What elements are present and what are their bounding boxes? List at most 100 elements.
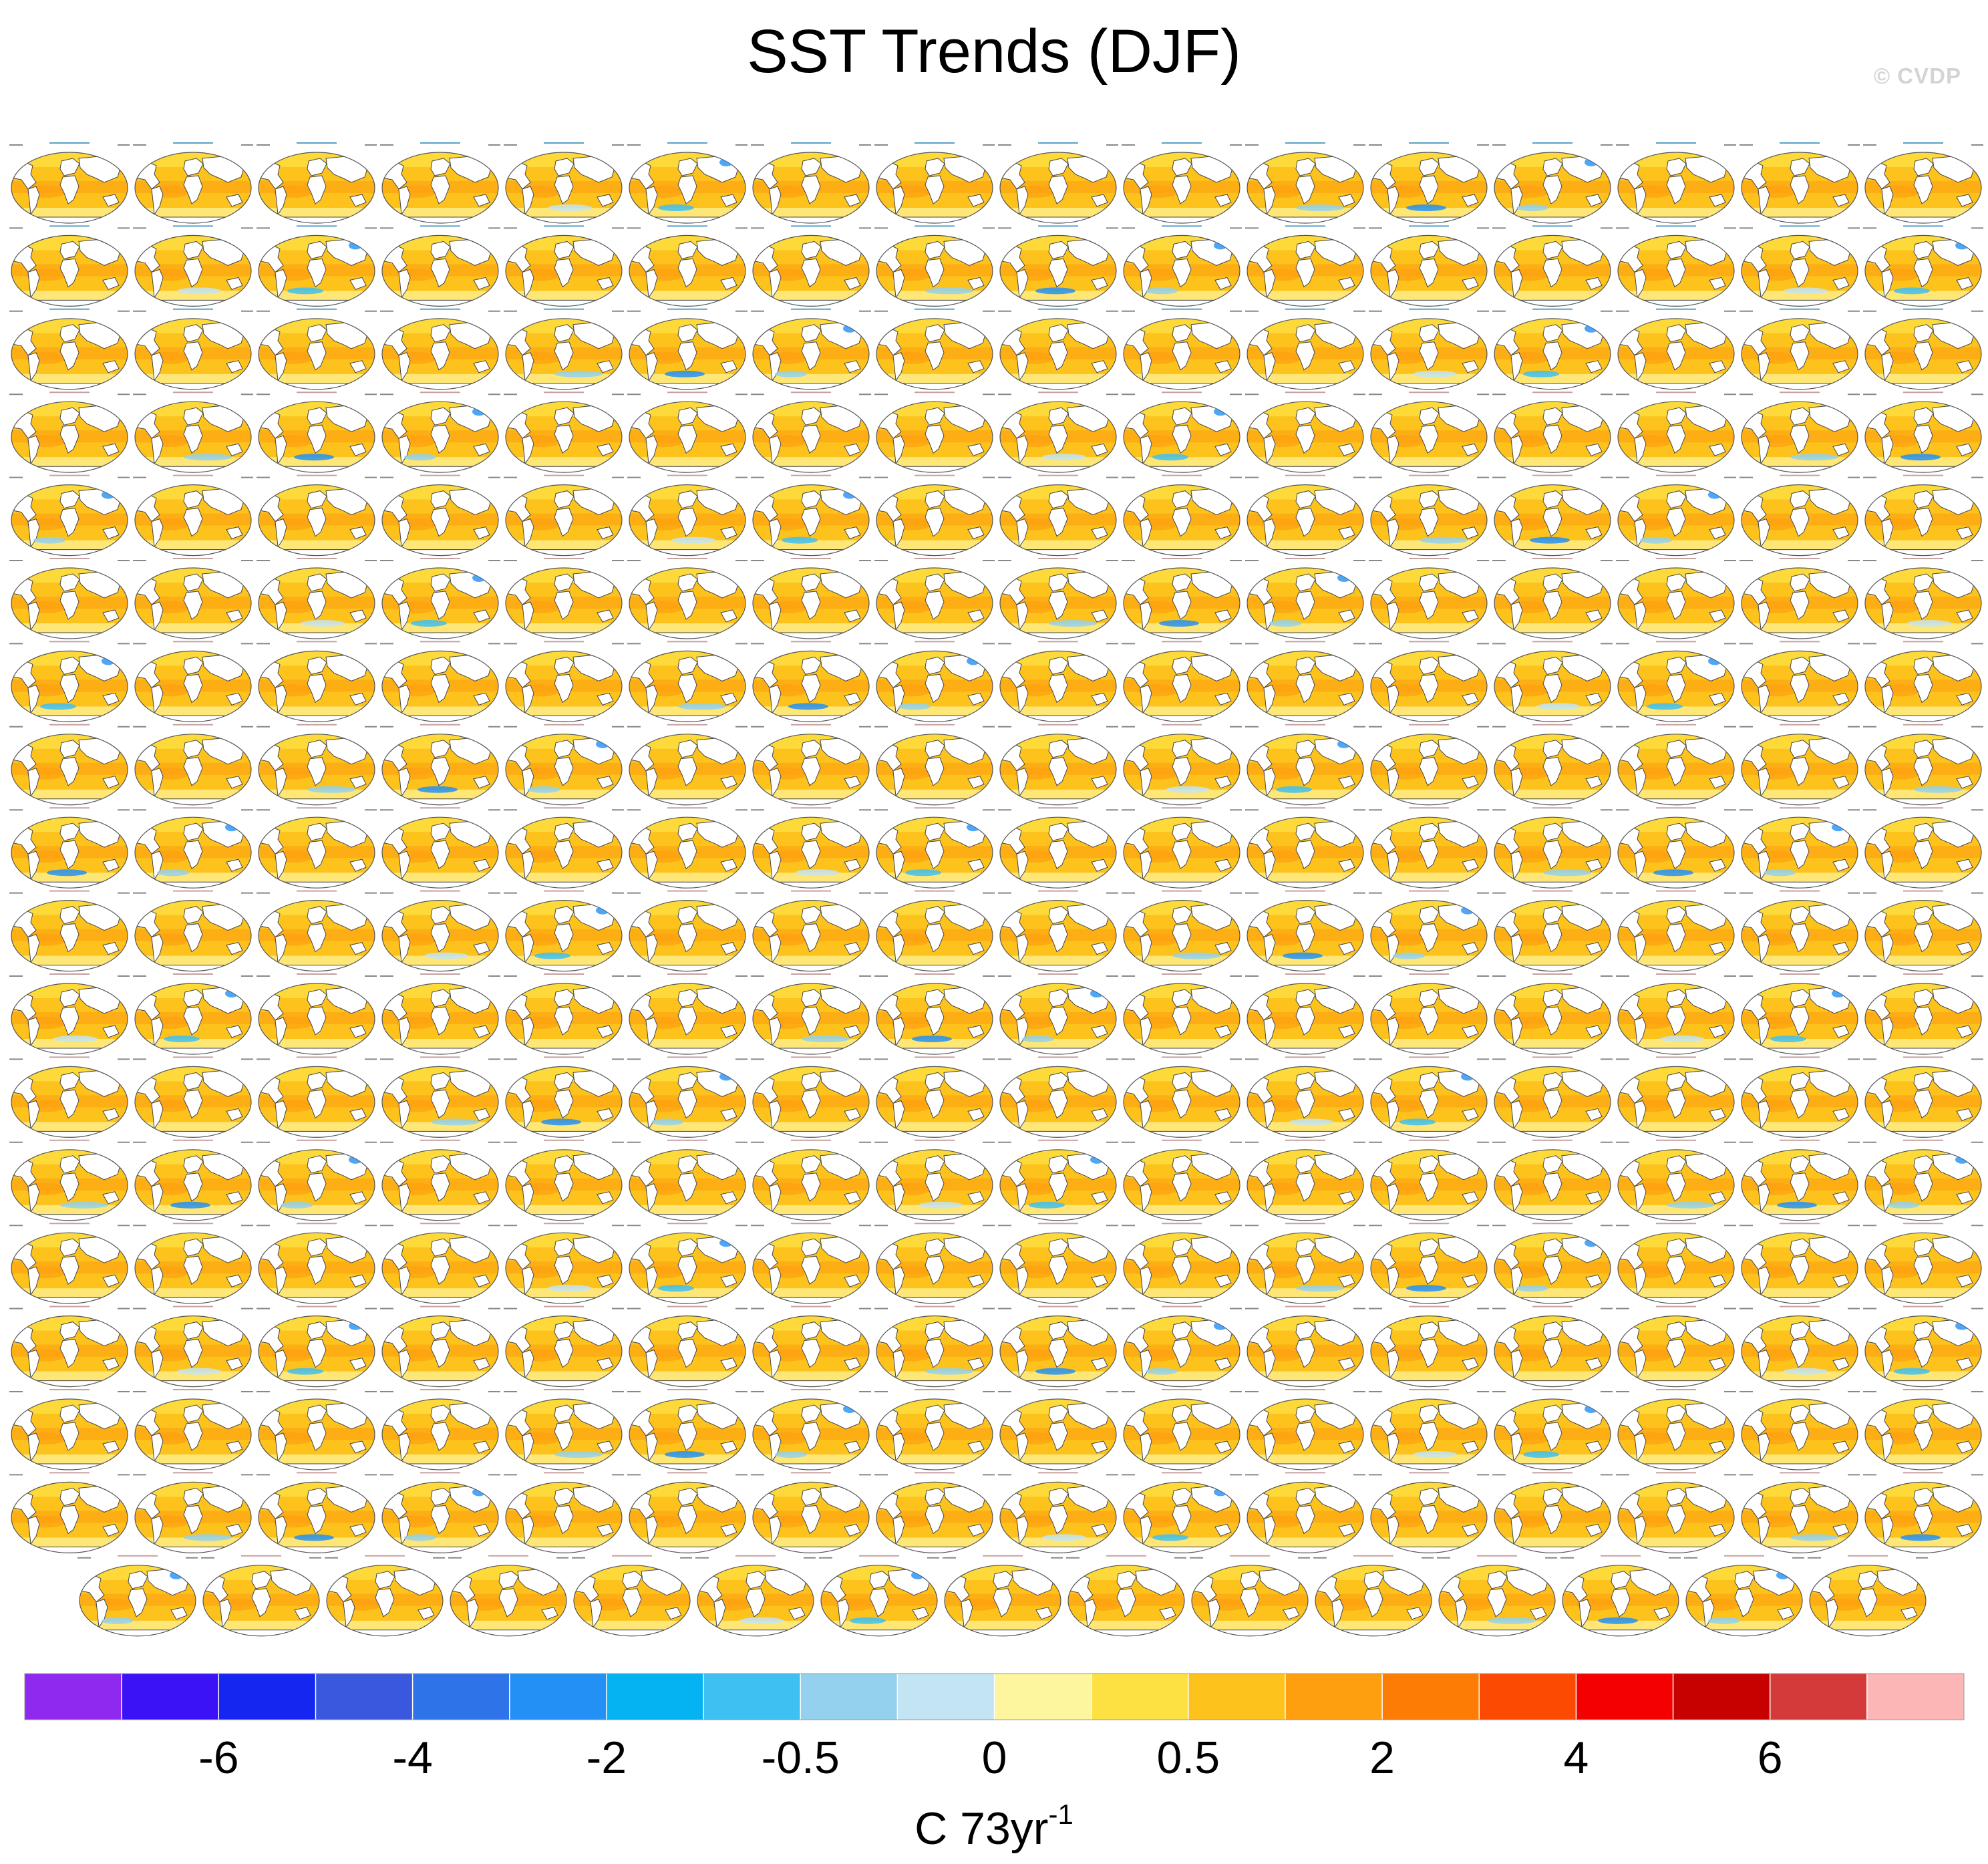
map-panel <box>998 1139 1118 1221</box>
chart-title: SST Trends (DJF) <box>747 17 1241 86</box>
map-panel <box>380 1389 500 1470</box>
map-panel <box>1245 1472 1365 1553</box>
map-panel <box>1245 724 1365 805</box>
map-panel <box>1740 392 1860 472</box>
map-panel <box>9 392 130 472</box>
map-panel <box>1740 641 1860 722</box>
map-panel <box>1616 142 1736 223</box>
colorbar-tick-label: -0.5 <box>762 1732 840 1783</box>
colorbar-bin <box>1866 1674 1965 1720</box>
map-panel <box>9 1223 130 1303</box>
map-panel <box>1122 724 1242 805</box>
map-panel <box>1863 973 1983 1054</box>
map-panel <box>998 1056 1118 1137</box>
map-panel <box>627 474 748 556</box>
map-panel <box>1245 807 1365 888</box>
colorbar-bin <box>1382 1674 1480 1720</box>
map-panel <box>1369 558 1489 639</box>
map-panel <box>9 308 130 390</box>
colorbar-bin <box>218 1674 316 1720</box>
map-panel <box>133 890 253 971</box>
map-panel <box>133 1139 253 1221</box>
map-panel <box>133 973 253 1054</box>
map-panel <box>1740 558 1860 639</box>
map-panel <box>819 1555 939 1636</box>
map-panel <box>1245 558 1365 639</box>
map-panel <box>1560 1555 1681 1636</box>
map-panel <box>9 225 130 306</box>
map-panel <box>380 1472 500 1553</box>
map-panel <box>1740 225 1860 306</box>
colorbar-bin <box>1576 1674 1674 1720</box>
map-panel <box>751 1139 871 1221</box>
map-panel <box>257 308 377 390</box>
map-panel <box>9 890 130 971</box>
map-panel <box>1245 142 1365 223</box>
map-panel <box>1122 142 1242 223</box>
map-panel <box>1740 1223 1860 1303</box>
map-panel <box>201 1555 321 1636</box>
map-panel <box>380 724 500 805</box>
map-panel <box>874 392 995 472</box>
map-panel <box>1863 558 1983 639</box>
map-panel <box>380 225 500 306</box>
map-panel <box>1616 308 1736 390</box>
map-panel <box>1863 1389 1983 1470</box>
map-panel <box>627 1472 748 1553</box>
map-panel <box>504 973 624 1054</box>
map-panel <box>133 724 253 805</box>
map-panel <box>257 1305 377 1387</box>
map-panel <box>874 225 995 306</box>
map-panel <box>874 1305 995 1387</box>
map-panel <box>1492 142 1613 223</box>
map-panel <box>998 1472 1118 1553</box>
map-panel <box>257 1056 377 1137</box>
map-panel <box>1122 1139 1242 1221</box>
map-panel <box>504 558 624 639</box>
map-panel <box>504 724 624 805</box>
map-panel <box>1616 558 1736 639</box>
colorbar-bin <box>1285 1674 1383 1720</box>
map-panel <box>572 1555 692 1636</box>
map-panel <box>751 142 871 223</box>
map-panel <box>1122 1305 1242 1387</box>
map-panel <box>9 1139 130 1221</box>
colorbar-bin <box>1091 1674 1189 1720</box>
map-panel <box>998 890 1118 971</box>
map-panel <box>1122 890 1242 971</box>
map-panel <box>77 1555 198 1636</box>
map-panel <box>1369 890 1489 971</box>
map-panel <box>504 1056 624 1137</box>
map-panel <box>1492 225 1613 306</box>
map-panel <box>133 308 253 390</box>
colorbar-bin <box>412 1674 510 1720</box>
colorbar-bin <box>509 1674 607 1720</box>
map-panel <box>1684 1555 1804 1636</box>
colorbar-tick-label: 0 <box>982 1732 1007 1783</box>
map-panel <box>1245 225 1365 306</box>
map-panel <box>1369 142 1489 223</box>
map-panel <box>874 1389 995 1470</box>
colorbar-tick-label: 2 <box>1369 1732 1395 1783</box>
map-panel <box>9 1389 130 1470</box>
map-panel <box>504 1139 624 1221</box>
map-panel <box>874 1472 995 1553</box>
map-panel <box>380 807 500 888</box>
map-panel <box>1863 142 1983 223</box>
map-panel <box>1369 474 1489 556</box>
map-panel <box>1863 1139 1983 1221</box>
map-panel <box>874 641 995 722</box>
map-panel <box>998 641 1118 722</box>
map-panel <box>874 890 995 971</box>
map-panel <box>1616 1389 1736 1470</box>
map-panel <box>1740 1056 1860 1137</box>
map-panel <box>627 1139 748 1221</box>
map-panel <box>1492 558 1613 639</box>
watermark: © CVDP <box>1873 63 1961 88</box>
map-panel <box>9 474 130 556</box>
map-panel <box>133 474 253 556</box>
map-panel <box>1740 1139 1860 1221</box>
map-panel <box>627 641 748 722</box>
map-panel <box>1122 1223 1242 1303</box>
map-panel <box>1740 973 1860 1054</box>
